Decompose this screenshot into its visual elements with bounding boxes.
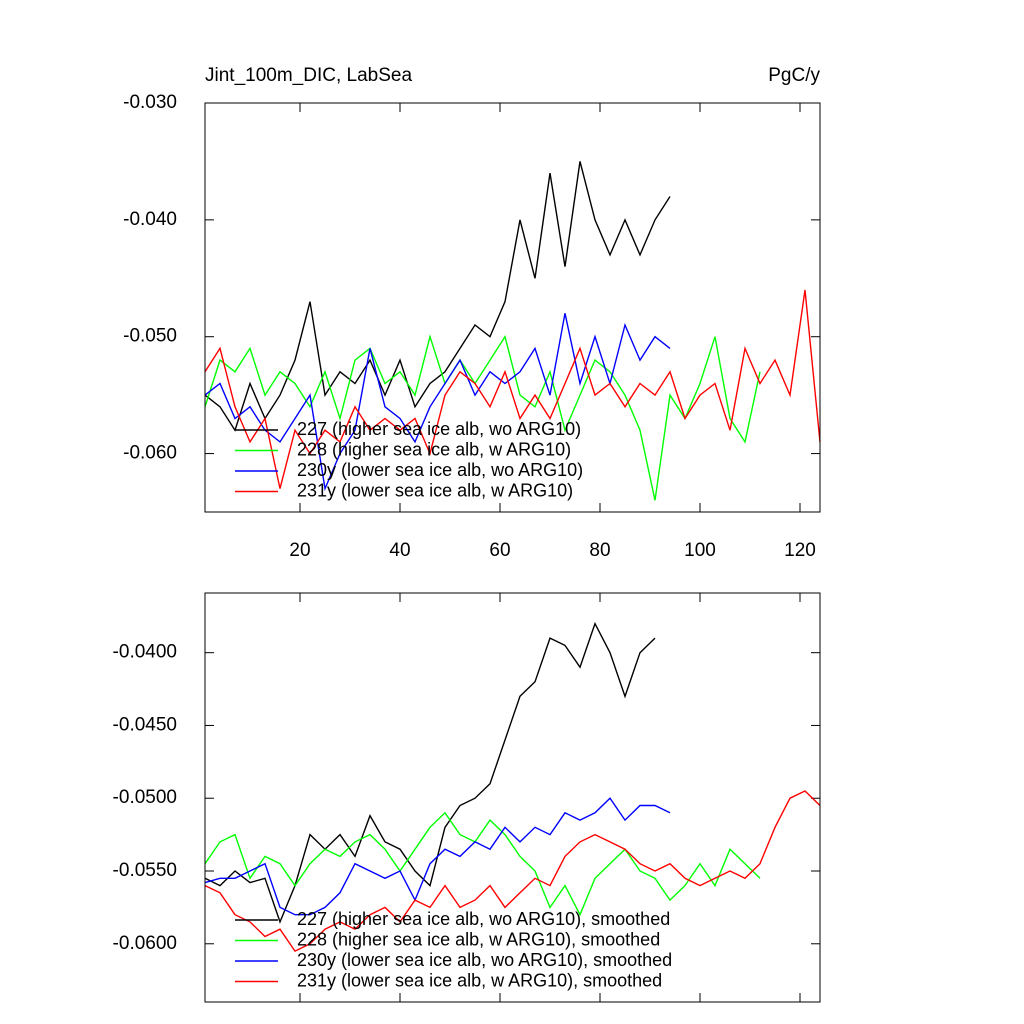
series-line (204, 797, 671, 916)
x-tick-label: 20 (289, 540, 310, 561)
legend-label: 228 (higher sea ice alb, w ARG10) (297, 439, 571, 459)
x-tick-label: 40 (389, 540, 410, 561)
x-tick-label: 120 (784, 540, 816, 561)
legend-label: 228 (higher sea ice alb, w ARG10), smoot… (297, 929, 660, 949)
series-line (204, 811, 761, 917)
series-line (204, 289, 821, 489)
legend-label: 227 (higher sea ice alb, wo ARG10) (297, 419, 581, 439)
y-tick-label: -0.0400 (113, 642, 177, 663)
plot-frame (204, 592, 821, 1003)
y-tick-label: -0.050 (123, 326, 177, 347)
y-tick-label: -0.060 (123, 443, 177, 464)
legend-label: 227 (higher sea ice alb, wo ARG10), smoo… (297, 909, 670, 929)
series-line (204, 790, 821, 952)
x-tick-label: 60 (489, 540, 510, 561)
series-line (204, 161, 671, 432)
y-tick-label: -0.030 (123, 92, 177, 113)
legend-label: 230y (lower sea ice alb, wo ARG10), smoo… (297, 950, 672, 970)
plot-frame (204, 102, 821, 513)
chart-title: Jint_100m_DIC, LabSea (205, 65, 412, 86)
y-tick-label: -0.040 (123, 209, 177, 230)
y-tick-label: -0.0500 (113, 787, 177, 808)
units-label: PgC/y (768, 65, 820, 86)
series-line (204, 621, 656, 924)
legend-label: 230y (lower sea ice alb, wo ARG10) (297, 460, 583, 480)
x-tick-label: 80 (589, 540, 610, 561)
x-tick-label: 100 (684, 540, 716, 561)
legend-label: 231y (lower sea ice alb, w ARG10) (297, 480, 573, 500)
y-tick-label: -0.0450 (113, 714, 177, 735)
y-tick-label: -0.0600 (113, 933, 177, 954)
series-line (204, 313, 671, 492)
series-line (204, 334, 761, 501)
y-tick-label: -0.0550 (113, 860, 177, 881)
legend-label: 231y (lower sea ice alb, w ARG10), smoot… (297, 970, 662, 990)
